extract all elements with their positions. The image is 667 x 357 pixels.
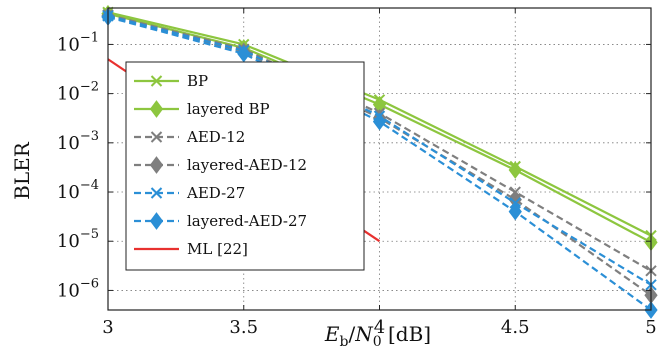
plot-series	[101, 4, 658, 319]
legend-entry: layered-AED-27	[134, 212, 307, 230]
legend-marker	[149, 100, 164, 118]
legend-marker	[149, 156, 164, 174]
legend-label: BP	[187, 72, 208, 90]
legend-entry: AED-27	[134, 184, 245, 202]
legend-label: layered-AED-12	[187, 156, 307, 174]
legend-entry: BP	[134, 72, 208, 90]
x-axis-label-zero-sub: 0	[373, 334, 382, 350]
x-axis-label-unit: [dB]	[382, 322, 431, 346]
x-tick-label: 4.5	[501, 317, 530, 338]
y-tick-label: 10−6	[57, 276, 99, 301]
legend-label: layered BP	[187, 100, 270, 118]
x-axis-label-n: N	[354, 322, 374, 346]
legend: BP layered BP AED-12 layered-AED-12 AED-27 la…	[125, 61, 365, 271]
data-point	[372, 112, 387, 131]
x-axis-label: Eb/N0 [dB]	[324, 322, 431, 350]
x-tick-label: 3.5	[229, 317, 258, 338]
data-point	[508, 161, 522, 179]
x-axis-label-e: E	[324, 322, 340, 346]
legend-label: layered-AED-27	[187, 212, 307, 230]
legend-entry: ML [22]	[134, 240, 248, 258]
y-tick-label: 10−5	[57, 227, 99, 252]
x-axis-label-slash: /	[348, 322, 355, 346]
x-tick-label: 5	[645, 317, 656, 338]
y-tick-label: 10−1	[57, 30, 99, 55]
x-tick-label: 4	[374, 317, 385, 338]
legend-entry: layered BP	[134, 100, 270, 118]
y-ticks: 10−1 10−2 10−3 10−4 10−5 10−6	[57, 30, 651, 301]
legend-label: ML [22]	[187, 240, 248, 258]
data-point	[508, 202, 522, 221]
legend-label: AED-27	[186, 184, 245, 202]
legend-marker	[150, 187, 163, 199]
legend-marker	[150, 131, 163, 143]
y-axis-label: BLER	[10, 141, 34, 200]
y-tick-label: 10−2	[57, 80, 99, 105]
x-tick-label: 3	[102, 317, 113, 338]
x-axis-label-b-sub: b	[340, 334, 349, 350]
series-6	[101, 8, 658, 319]
legend-marker	[149, 212, 164, 230]
legend-entry: AED-12	[134, 128, 245, 146]
legend-label: AED-12	[186, 128, 245, 146]
y-tick-label: 10−4	[57, 178, 99, 203]
legend-entry: layered-AED-12	[134, 156, 307, 174]
legend-marker	[150, 75, 163, 87]
x-ticks: 3 3.5 4 4.5 5	[102, 8, 657, 338]
y-tick-label: 10−3	[57, 129, 99, 154]
legend-box	[125, 61, 365, 271]
